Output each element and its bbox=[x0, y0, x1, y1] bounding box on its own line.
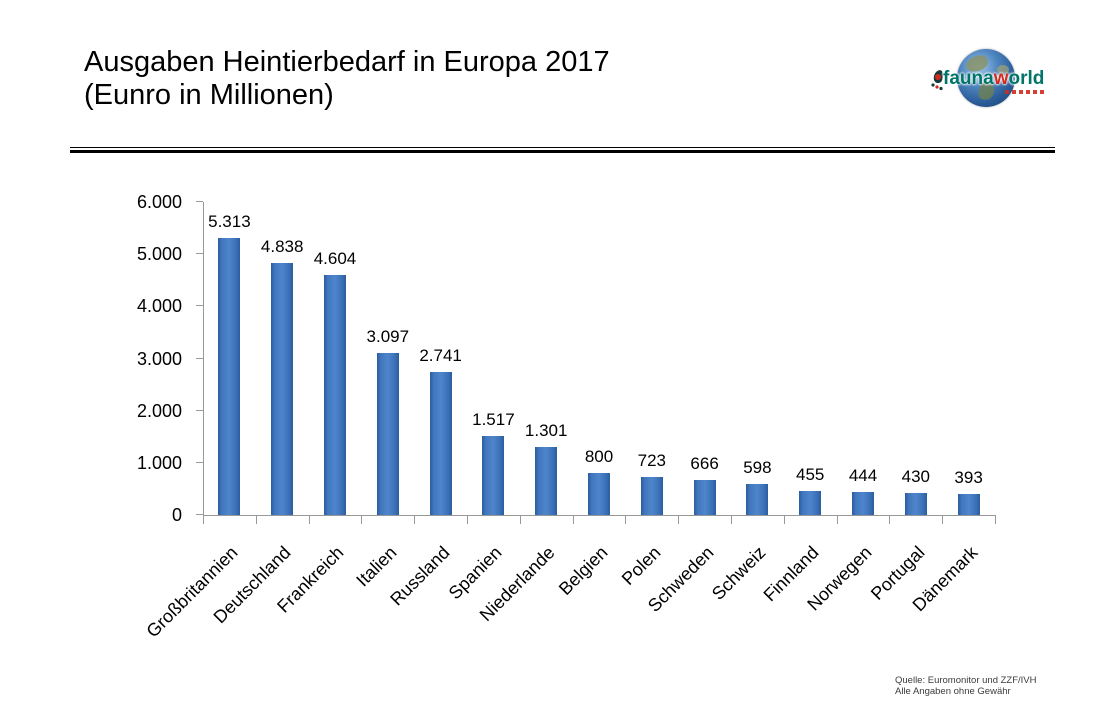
y-axis-tick bbox=[196, 514, 203, 515]
logo-tagline-marks bbox=[1005, 90, 1045, 94]
bar-value-label: 430 bbox=[901, 467, 930, 486]
y-axis-tick bbox=[196, 201, 203, 202]
category-label: Belgien bbox=[554, 542, 612, 599]
globe-icon bbox=[957, 49, 1015, 107]
disclaimer-line: Alle Angaben ohne Gewähr bbox=[895, 686, 1011, 697]
category-label: Italien bbox=[352, 542, 401, 591]
plot-area bbox=[203, 202, 996, 516]
y-axis-tick bbox=[196, 461, 203, 463]
bar-value-label: 598 bbox=[743, 458, 772, 477]
x-axis-tick bbox=[467, 516, 468, 524]
bar bbox=[376, 353, 399, 515]
logo-text-fauna: fauna bbox=[943, 68, 994, 89]
category-label: Schweiz bbox=[708, 542, 770, 604]
y-tick-label: 4.000 bbox=[136, 296, 182, 317]
x-axis-tick bbox=[414, 516, 416, 524]
bar-value-label: 3.097 bbox=[366, 327, 410, 346]
y-tick-label: 6.000 bbox=[136, 192, 182, 212]
y-tick-label: 0 bbox=[171, 505, 182, 525]
logo-text-orld: orld bbox=[1008, 68, 1045, 89]
logo-wordmark: faunaworld bbox=[943, 68, 1044, 90]
bar bbox=[799, 491, 822, 515]
bar bbox=[218, 238, 241, 515]
x-axis-tick bbox=[203, 516, 204, 524]
bar bbox=[588, 473, 610, 515]
x-axis-tick bbox=[783, 516, 785, 524]
y-tick-label: 2.000 bbox=[136, 400, 182, 421]
source-line: Quelle: Euromonitor und ZZF/IVH bbox=[895, 675, 1037, 686]
x-axis-tick bbox=[625, 516, 627, 524]
y-axis-tick bbox=[196, 357, 203, 359]
bar-value-label: 2.741 bbox=[419, 346, 462, 365]
y-tick-label: 3.000 bbox=[136, 348, 182, 369]
bar bbox=[429, 372, 452, 515]
x-axis-tick bbox=[889, 516, 891, 524]
page-title-line1: Ausgaben Heintierbedarf in Europa 2017 bbox=[84, 46, 610, 78]
page-title: Ausgaben Heintierbedarf in Europa 2017 (… bbox=[84, 46, 610, 112]
x-axis-tick bbox=[308, 516, 310, 524]
y-axis-tick bbox=[196, 305, 203, 307]
x-axis-tick bbox=[678, 516, 680, 524]
x-axis-tick bbox=[995, 516, 996, 524]
bar bbox=[852, 492, 874, 515]
x-axis-tick bbox=[361, 516, 363, 524]
category-label: Polen bbox=[617, 542, 665, 589]
y-tick-label: 5.000 bbox=[136, 244, 182, 265]
x-axis-tick bbox=[836, 516, 838, 524]
x-axis-tick bbox=[255, 516, 257, 524]
bar-value-label: 4.838 bbox=[260, 237, 304, 256]
bar-value-label: 723 bbox=[637, 451, 666, 470]
faunaworld-logo: faunaworld bbox=[930, 46, 1060, 112]
bar-value-label: 1.301 bbox=[524, 421, 568, 440]
divider-thick-line bbox=[70, 150, 1055, 153]
x-axis-tick bbox=[519, 516, 521, 524]
y-axis-tick bbox=[196, 253, 203, 255]
x-axis-tick bbox=[942, 516, 944, 524]
y-axis-tick bbox=[196, 409, 203, 411]
page-title-line2: (Eunro in Millionen) bbox=[84, 79, 334, 111]
bar-value-label: 393 bbox=[954, 468, 983, 487]
bar bbox=[957, 494, 980, 515]
bar bbox=[324, 275, 346, 515]
bar-value-label: 5.313 bbox=[208, 212, 251, 231]
bar-value-label: 666 bbox=[690, 454, 719, 473]
x-axis-tick bbox=[731, 516, 732, 524]
bar bbox=[482, 436, 505, 515]
divider-thin-line bbox=[70, 147, 1055, 148]
globe-landmass bbox=[997, 65, 1009, 74]
bar-value-label: 800 bbox=[584, 447, 614, 466]
bar-value-label: 4.604 bbox=[313, 249, 357, 268]
bar-value-label: 455 bbox=[796, 465, 825, 484]
bar bbox=[640, 477, 663, 515]
bar bbox=[746, 484, 769, 515]
x-axis-tick bbox=[572, 516, 574, 524]
logo-text-w: w bbox=[993, 68, 1009, 89]
bar bbox=[271, 263, 294, 515]
title-divider bbox=[70, 147, 1055, 153]
y-tick-label: 1.000 bbox=[136, 452, 182, 473]
bar-value-label: 444 bbox=[848, 466, 878, 485]
bar bbox=[693, 480, 716, 515]
bar bbox=[535, 447, 558, 515]
category-label: Großbritannien bbox=[142, 542, 242, 642]
bar-value-label: 1.517 bbox=[472, 410, 515, 429]
bar bbox=[904, 493, 927, 515]
paw-icon bbox=[931, 70, 943, 91]
source-note: Quelle: Euromonitor und ZZF/IVH Alle Ang… bbox=[895, 675, 1037, 697]
